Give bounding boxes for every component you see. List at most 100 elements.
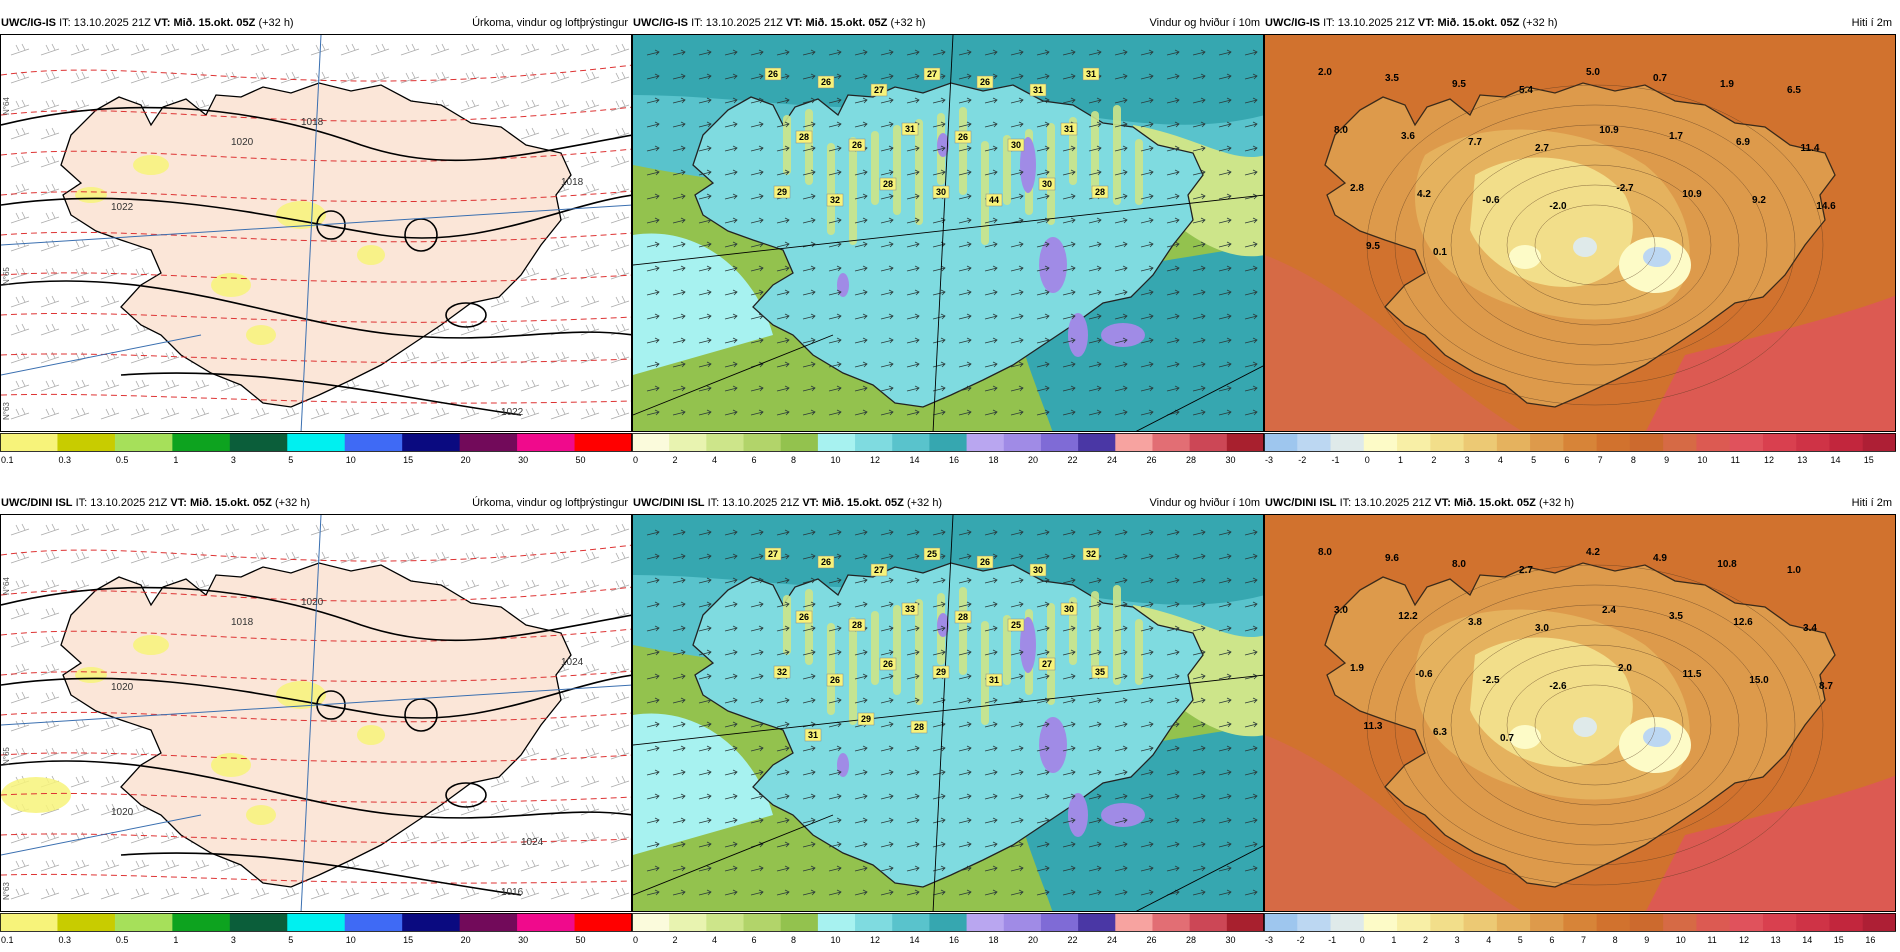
colorbar-swatch (1152, 913, 1191, 931)
temp-band (1646, 295, 1895, 431)
panel-header: UWC/DINI ISL IT: 13.10.2025 21Z VT: Mið.… (0, 492, 632, 514)
colorbar-tick-label: 15 (1864, 455, 1874, 465)
gust-value: 26 (976, 75, 994, 89)
gust-value: 31 (985, 673, 1003, 687)
colorbar-tick-label: 0.3 (58, 455, 71, 465)
gust-value: 26 (976, 555, 994, 569)
it-value: 13.10.2025 21Z (1337, 17, 1415, 29)
gust-value: 29 (857, 712, 875, 726)
panel-header: UWC/IG-IS IT: 13.10.2025 21Z VT: Mið. 15… (1264, 12, 1896, 34)
isobar-label: 1018 (561, 177, 584, 188)
gust-value-text: 25 (1011, 620, 1021, 630)
precip-area (357, 725, 385, 745)
gust-value-text: 31 (1086, 69, 1096, 79)
temp-value: 4.2 (1417, 189, 1431, 200)
temp-value: 9.2 (1752, 195, 1766, 206)
temp-value: 2.0 (1618, 663, 1632, 674)
colorbar-tick-label: -1 (1332, 455, 1340, 465)
colorbar-swatch (574, 913, 632, 931)
panel-header: UWC/IG-IS IT: 13.10.2025 21Z VT: Mið. 15… (0, 12, 632, 34)
gust-value: 35 (1091, 665, 1109, 679)
precip-colorbar: 0.1 0.3 0.5 1 3 5 10 15 20 30 50 (0, 913, 632, 947)
gust-value-text: 32 (777, 667, 787, 677)
colorbar-swatch (1297, 913, 1332, 931)
colorbar-tick-label: 26 (1147, 455, 1157, 465)
colorbar-tick-label: 8 (791, 455, 796, 465)
colorbar-swatch (1563, 433, 1598, 451)
temp-value: -2.6 (1549, 681, 1567, 692)
gust-value-text: 26 (883, 659, 893, 669)
temp-value: -2.7 (1616, 183, 1634, 194)
it-label: IT: (75, 497, 88, 509)
lead-time: (+32 h) (1538, 497, 1575, 509)
colorbar-swatch (1003, 913, 1042, 931)
colorbar-swatch (1115, 913, 1153, 931)
gust-value: 31 (1082, 67, 1100, 81)
colorbar-swatch (817, 913, 856, 931)
colorbar-tick-label: 9 (1664, 455, 1669, 465)
temp-value: 1.9 (1350, 663, 1364, 674)
temp-map: 2.0 3.5 9.5 5.4 5.0 0.7 1.9 6.5 8.0 3.6 7.7 2.7 10.9… (1264, 34, 1896, 432)
model-name: UWC/DINI ISL (1265, 497, 1337, 509)
it-value: 13.10.2025 21Z (73, 17, 151, 29)
temp-value: 1.0 (1787, 565, 1801, 576)
gust-value: 33 (901, 602, 919, 616)
temp-value: 2.0 (1318, 67, 1332, 78)
colorbar-tick-label: 20 (461, 935, 471, 945)
colorbar-tick-label: 10 (346, 935, 356, 945)
isobar-label: 1024 (521, 837, 544, 848)
colorbar-swatch (632, 913, 670, 931)
wind-arrows (646, 529, 1258, 896)
colorbar-tick-label: 15 (403, 455, 413, 465)
isobar-label: 1020 (301, 597, 324, 608)
gust-value-text: 28 (852, 620, 862, 630)
colorbar-swatch (1629, 913, 1664, 931)
precip-map: 1018 1020 1018 1022 1022 N°64 N°65 N°63 (0, 34, 632, 432)
colorbar-swatch (229, 913, 288, 931)
vt-value: Mið. 15.okt. 05Z (821, 497, 904, 509)
precip-colorbar: 0.1 0.3 0.5 1 3 5 10 15 20 30 50 (0, 433, 632, 467)
colorbar-tick-label: -3 (1265, 455, 1273, 465)
latitude-label: N°64 (2, 97, 11, 115)
vt-label: VT: (785, 17, 803, 29)
gust-value-text: 30 (1064, 604, 1074, 614)
colorbar-tick-label: 3 (231, 935, 236, 945)
colorbar-swatch (0, 913, 58, 931)
gust-value-text: 26 (830, 675, 840, 685)
colorbar-swatch (1264, 433, 1298, 451)
colorbar-swatch (1040, 433, 1079, 451)
precip-area (133, 155, 169, 175)
temp-value: 3.8 (1468, 617, 1482, 628)
gust-value-text: 31 (1033, 85, 1043, 95)
gust-value: 27 (1038, 657, 1056, 671)
temp-value: 12.2 (1398, 611, 1418, 622)
panel-title: Úrkoma, vindur og loftþrýstingur (472, 497, 628, 509)
colorbar-swatch (1729, 913, 1764, 931)
colorbar-tick-label: 50 (576, 935, 586, 945)
gust-value-text: 29 (936, 667, 946, 677)
colorbar-swatch (1330, 433, 1365, 451)
gust-value-text: 30 (1011, 140, 1021, 150)
precip-area (357, 245, 385, 265)
colorbar-tick-label: 4 (1486, 935, 1491, 945)
colorbar-tick-label: 14 (1802, 935, 1812, 945)
gust-value: 27 (764, 547, 782, 561)
wind-band (633, 233, 773, 375)
colorbar-tick-label: -2 (1297, 935, 1305, 945)
gust-value-text: 26 (821, 557, 831, 567)
colorbar-tick-label: 2 (1431, 455, 1436, 465)
precip-map: 1020 1018 1024 1020 1016 1020 1024 N°64 N°65 N°63 (0, 514, 632, 912)
temp-value: -0.6 (1482, 195, 1500, 206)
colorbar-tick-label: 6 (1549, 935, 1554, 945)
colorbar-tick-label: 4 (712, 935, 717, 945)
temp-value: 9.5 (1452, 79, 1466, 90)
colorbar-tick-label: 2 (673, 935, 678, 945)
vt-label: VT: (1434, 497, 1451, 509)
temp-map: 8.0 9.6 8.0 2.7 4.2 4.9 10.8 1.0 3.0 12.2 3.8 3.0 2.… (1264, 514, 1896, 912)
wind-map: 27 26 27 25 26 30 32 26 28 33 28 25 30 32 26 26 29 31 27 35… (632, 514, 1264, 912)
temp-value: 9.6 (1385, 553, 1399, 564)
colorbar-swatch (1264, 913, 1298, 931)
gust-value-text: 27 (874, 565, 884, 575)
gust-value-text: 28 (799, 132, 809, 142)
colorbar-tick-label: 30 (518, 935, 528, 945)
